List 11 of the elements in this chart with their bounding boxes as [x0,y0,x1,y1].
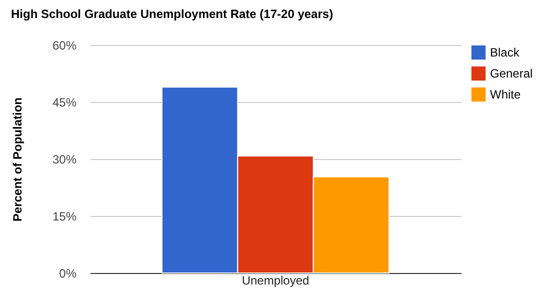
y-axis-title: Percent of Population [10,97,24,222]
y-tick-label: 45% [52,96,77,110]
y-tick-label: 15% [52,210,77,224]
x-tick-label: Unemployed [242,274,310,288]
chart-title: High School Graduate Unemployment Rate (17-20 years) [10,7,334,21]
legend-label: White [490,88,521,102]
y-tick-label: 0% [59,266,77,280]
y-tick-label: 60% [52,38,77,52]
legend-label: Black [490,46,520,60]
legend-label: General [490,66,533,80]
y-tick-label: 30% [52,152,77,166]
